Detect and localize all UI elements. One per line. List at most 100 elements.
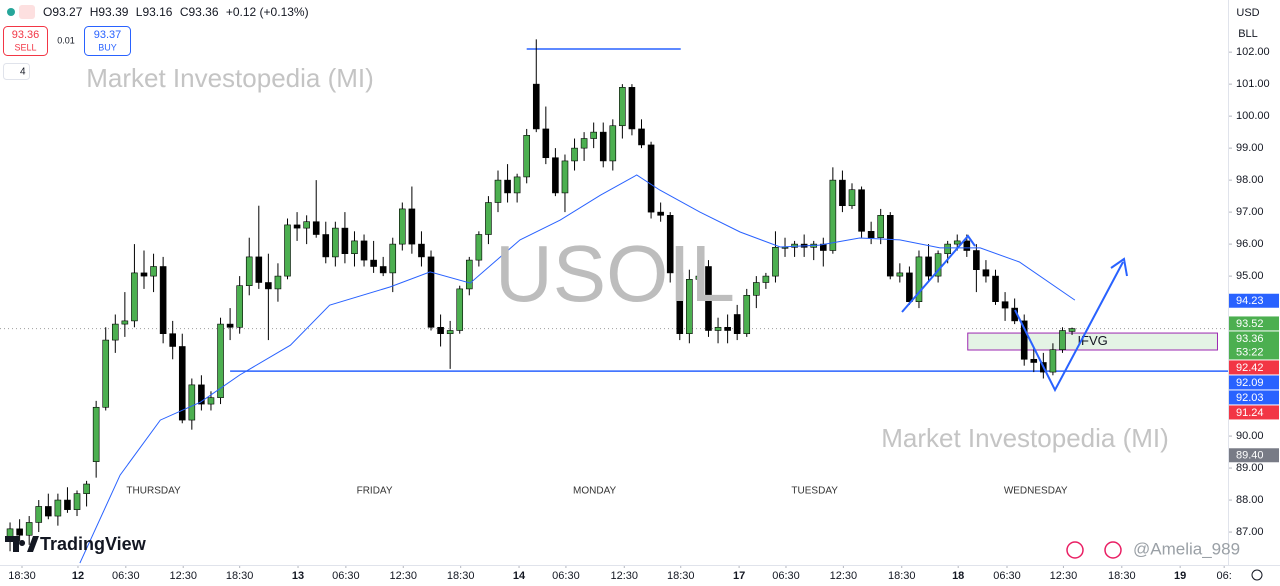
candle-body: [207, 397, 215, 405]
price-badge: [1229, 293, 1279, 308]
candle-body: [427, 256, 435, 328]
x-tick-label: 06:30: [772, 570, 800, 582]
x-tick-label: 12:30: [830, 570, 858, 582]
candle-body: [953, 240, 961, 245]
candle-body: [743, 294, 751, 334]
candle-body: [446, 330, 454, 334]
buy-button[interactable]: [84, 26, 131, 56]
y-tick-label: 90.00: [1236, 430, 1264, 442]
symbol-watermark: USOIL: [495, 229, 735, 318]
x-tick-label: 06:30: [332, 570, 360, 582]
moving-average: [79, 174, 1076, 564]
y-tick-label: 95.00: [1236, 270, 1264, 282]
candle-body: [45, 506, 52, 517]
candle-body: [504, 179, 511, 194]
candle-body: [982, 269, 990, 277]
candle-body: [619, 87, 626, 127]
candle-body: [332, 227, 339, 258]
candle-body: [150, 266, 157, 277]
candle-body: [322, 234, 330, 258]
price-badge-label: 92.03: [1236, 392, 1264, 404]
sell-price[interactable]: 93.36: [12, 29, 40, 41]
x-tick-label: 18:30: [1108, 570, 1136, 582]
candle-body: [753, 282, 760, 296]
candle-body: [925, 256, 932, 277]
candle-body: [399, 208, 406, 245]
x-tick-label: 13: [292, 570, 304, 582]
day-label: THURSDAY: [126, 486, 181, 497]
candle-body: [628, 87, 636, 130]
candle-body: [140, 272, 148, 277]
x-tick-label: 18:30: [447, 570, 475, 582]
unit[interactable]: BLL: [1238, 28, 1258, 40]
day-label: MONDAY: [573, 486, 616, 497]
currency[interactable]: USD: [1236, 7, 1259, 19]
candle-body: [312, 221, 320, 235]
price-badge: [1229, 316, 1279, 331]
icon: [19, 5, 35, 19]
price-badge: [1229, 375, 1279, 390]
ohlc-close: C93.36: [180, 5, 219, 19]
buy-price[interactable]: 93.37: [94, 29, 122, 41]
candle-body: [25, 522, 33, 536]
watermark: Market Investopedia (MI): [86, 63, 374, 93]
price-badge-label: 94.23: [1236, 295, 1264, 307]
candle-body: [437, 326, 444, 334]
candle-body: [73, 493, 81, 510]
sell-label[interactable]: SELL: [14, 42, 36, 52]
candle-body: [839, 179, 846, 207]
candle-body: [1001, 301, 1009, 309]
x-tick-label: 12:30: [1050, 570, 1078, 582]
candle-body: [265, 282, 272, 290]
candle-body: [131, 272, 138, 322]
candle-body: [590, 131, 597, 139]
price-badge-label: 92.09: [1236, 377, 1264, 389]
candle-body: [599, 131, 607, 162]
candle-body: [571, 147, 578, 162]
candle-body: [666, 215, 674, 274]
indicator-count[interactable]: 4: [20, 67, 26, 78]
ifvg-zone: [967, 332, 1218, 351]
brand: TradingView: [40, 534, 147, 554]
x-tick-label: 18:30: [226, 570, 254, 582]
settings-icon[interactable]: [1251, 569, 1263, 581]
candle-body: [475, 234, 483, 261]
candle-body: [408, 208, 416, 245]
candle-body: [781, 247, 789, 249]
candle-body: [284, 224, 291, 277]
sell-button[interactable]: [3, 26, 48, 56]
candle-body: [102, 339, 110, 408]
candle-body: [829, 179, 837, 251]
candle-body: [915, 256, 923, 302]
day-label: WEDNESDAY: [1004, 486, 1068, 497]
candle-body: [886, 215, 894, 277]
candle-body: [695, 275, 703, 280]
candle-body: [724, 326, 731, 331]
y-tick-label: 96.00: [1236, 238, 1264, 250]
candle-body: [1020, 320, 1028, 360]
y-tick-label: 101.00: [1236, 78, 1270, 90]
x-tick-label: 06:30: [993, 570, 1021, 582]
ohlc-open: O93.27: [43, 5, 83, 19]
drawing-line: [901, 234, 976, 313]
ohlc-low: L93.16: [136, 5, 173, 19]
x-tick-label: 14: [513, 570, 526, 582]
x-tick-label: 18:30: [8, 570, 36, 582]
day-label: FRIDAY: [357, 486, 393, 497]
candle-body: [159, 266, 167, 334]
candle-body: [686, 279, 693, 334]
indicator-toggle[interactable]: [3, 63, 30, 80]
candle-body: [389, 243, 397, 274]
price-badge: [1229, 390, 1279, 405]
buy-label[interactable]: BUY: [98, 42, 117, 52]
y-tick-label: 87.00: [1236, 526, 1264, 538]
x-tick-label: 18:30: [667, 570, 695, 582]
candle-body: [64, 499, 71, 510]
zone-label: IFVG: [1077, 333, 1107, 348]
candle-body: [245, 256, 253, 286]
candle-body: [370, 259, 377, 267]
candle-body: [1049, 349, 1057, 373]
ohlc-high: H93.39: [90, 5, 129, 19]
candle-body: [83, 483, 90, 494]
